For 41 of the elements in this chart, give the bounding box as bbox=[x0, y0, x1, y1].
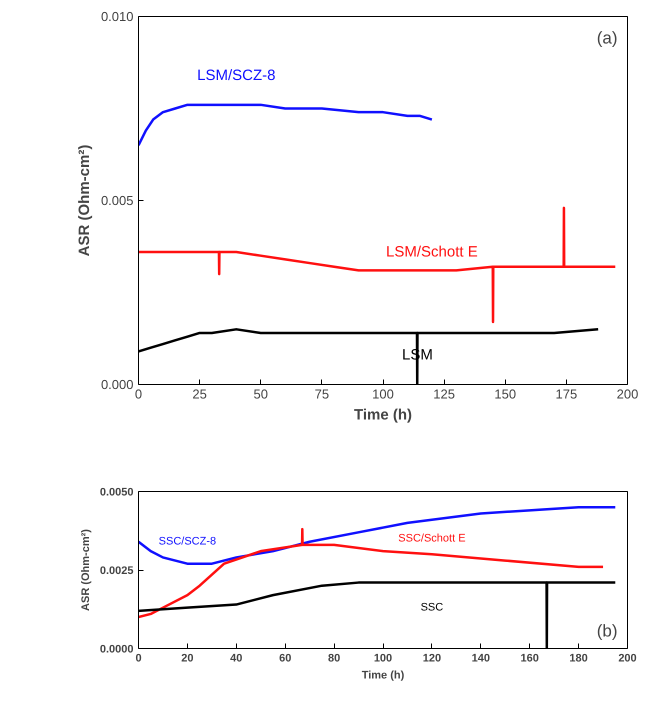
x-tick-label: 60 bbox=[279, 652, 292, 664]
x-tick-label: 20 bbox=[181, 652, 194, 664]
series-label: SSC/SCZ-8 bbox=[158, 536, 216, 548]
x-tick-label: 125 bbox=[433, 386, 455, 402]
x-tick-label: 200 bbox=[616, 386, 638, 402]
x-tick-label: 120 bbox=[422, 652, 442, 664]
y-tick-label: 0.0050 bbox=[100, 486, 134, 498]
y-tick-label: 0.000 bbox=[100, 377, 134, 392]
x-tick-label: 160 bbox=[520, 652, 539, 664]
x-tick-label: 50 bbox=[254, 386, 268, 402]
series-label: LSM/SCZ-8 bbox=[197, 66, 276, 84]
y-tick-label: 0.0025 bbox=[100, 565, 134, 577]
line-series bbox=[138, 206, 617, 324]
x-tick-label: 140 bbox=[472, 652, 490, 664]
y-tick-label: 0.010 bbox=[100, 9, 134, 24]
x-axis-title: Time (h) bbox=[354, 406, 412, 424]
x-tick-label: 80 bbox=[328, 652, 340, 664]
x-tick-label: 40 bbox=[230, 652, 242, 664]
y-tick-label: 0.0000 bbox=[100, 644, 134, 656]
x-tick-label: 25 bbox=[192, 386, 207, 402]
series-label: SSC bbox=[420, 602, 444, 614]
x-tick-label: 0 bbox=[134, 386, 142, 402]
annotation: (a) bbox=[596, 28, 618, 48]
x-tick-label: 180 bbox=[569, 652, 588, 664]
line-series bbox=[138, 528, 604, 618]
line-series bbox=[138, 104, 434, 147]
x-tick-label: 150 bbox=[494, 386, 516, 402]
x-tick-label: 200 bbox=[618, 652, 637, 664]
annotation: (b) bbox=[596, 622, 618, 640]
x-tick-label: 0 bbox=[135, 652, 142, 664]
x-axis-title: Time (h) bbox=[362, 670, 405, 682]
x-tick-label: 75 bbox=[314, 386, 330, 402]
y-axis-title: ASR (Ohm-cm²) bbox=[80, 528, 92, 611]
line-series bbox=[138, 506, 617, 565]
series-label: LSM/Schott E bbox=[386, 244, 478, 261]
y-axis-title: ASR (Ohm-cm²) bbox=[76, 144, 93, 256]
series-label: SSC/Schott E bbox=[398, 532, 466, 545]
x-tick-label: 100 bbox=[372, 386, 394, 402]
x-tick-label: 100 bbox=[374, 652, 392, 664]
x-tick-label: 175 bbox=[556, 386, 578, 402]
y-tick-label: 0.005 bbox=[100, 193, 134, 208]
